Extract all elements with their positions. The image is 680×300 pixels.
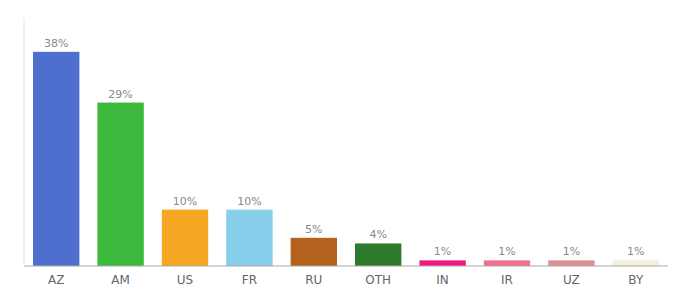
bars <box>33 52 659 266</box>
bar <box>419 260 465 266</box>
bar <box>291 238 337 266</box>
chart: AZ AM US FR RU OTH IN IR UZ BY 38% 29% 10% 10% 5% 4% 1% 1… <box>0 0 680 300</box>
x-axis-line <box>24 265 668 266</box>
bar <box>226 210 272 266</box>
x-tick-label: IR <box>501 273 513 287</box>
x-tick-label: IN <box>436 273 449 287</box>
data-label: 1% <box>563 245 580 258</box>
data-label: 4% <box>369 228 386 241</box>
x-tick-label: US <box>177 273 193 287</box>
x-tick-label: UZ <box>563 273 580 287</box>
data-label: 38% <box>44 37 68 50</box>
data-label: 1% <box>627 245 644 258</box>
bar <box>162 210 208 266</box>
chart-container: AZ AM US FR RU OTH IN IR UZ BY 38% 29% 10% 10% 5% 4% 1% 1… <box>0 0 680 300</box>
bar <box>613 260 659 266</box>
x-tick-label: OTH <box>365 273 391 287</box>
y-axis-line <box>24 18 25 266</box>
bar <box>548 260 594 266</box>
x-tick-label: BY <box>628 273 644 287</box>
data-label: 1% <box>434 245 451 258</box>
data-label: 29% <box>108 88 132 101</box>
bar <box>33 52 79 266</box>
data-label: 10% <box>173 195 197 208</box>
bar <box>484 260 530 266</box>
data-labels: 38% 29% 10% 10% 5% 4% 1% 1% 1% 1% <box>44 37 645 259</box>
data-label: 5% <box>305 223 322 236</box>
x-tick-label: FR <box>242 273 257 287</box>
x-tick-label: AM <box>111 273 130 287</box>
x-tick-label: AZ <box>48 273 64 287</box>
bar <box>97 103 143 266</box>
x-tick-label: RU <box>305 273 322 287</box>
x-tick-labels: AZ AM US FR RU OTH IN IR UZ BY <box>48 273 644 287</box>
data-label: 1% <box>498 245 515 258</box>
bar <box>355 243 401 266</box>
data-label: 10% <box>237 195 261 208</box>
